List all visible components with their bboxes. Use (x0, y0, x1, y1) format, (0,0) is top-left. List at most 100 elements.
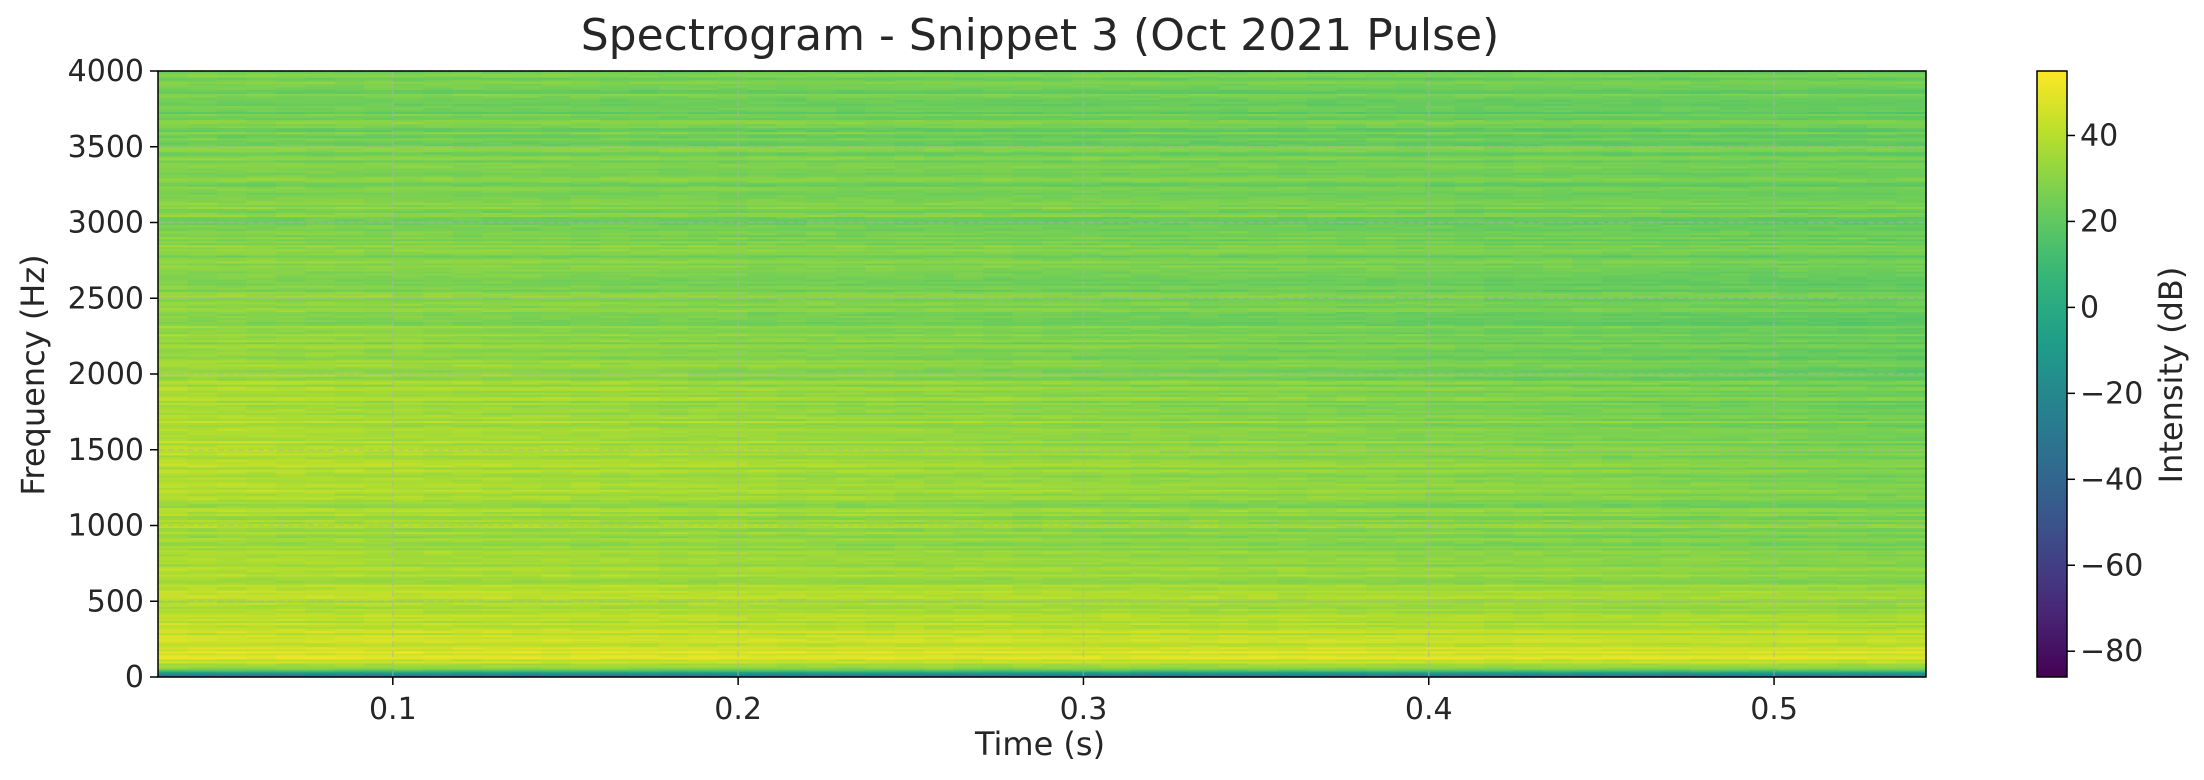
spectrogram-cell (600, 606, 631, 609)
spectrogram-cell (1572, 586, 1603, 589)
spectrogram-cell (1808, 672, 1839, 676)
spectrogram-cell (511, 642, 542, 646)
spectrogram-cell (187, 584, 218, 587)
spectrogram-cell (1012, 668, 1043, 672)
spectrogram-cell (1100, 626, 1131, 630)
spectrogram-cell (1336, 630, 1367, 634)
spectrogram-cell (1100, 646, 1131, 650)
spectrogram-cell (1454, 594, 1485, 597)
spectrogram-cell (1484, 590, 1515, 593)
spectrogram-cell (1336, 571, 1367, 575)
spectrogram-cell (1808, 652, 1839, 656)
spectrogram-cell (776, 529, 807, 533)
spectrogram-cell (541, 640, 572, 644)
spectrogram-cell (1307, 636, 1338, 640)
spectrogram-cell (1248, 515, 1279, 519)
spectrogram-cell (1130, 513, 1161, 516)
spectrogram-cell (1660, 515, 1691, 519)
spectrogram-cell (1837, 545, 1868, 549)
spectrogram-cell (158, 527, 189, 531)
spectrogram-cell (1159, 618, 1190, 622)
spectrogram-cell (1248, 612, 1279, 615)
spectrogram-cell (1778, 642, 1809, 646)
spectrogram-cell (1336, 606, 1367, 609)
spectrogram-cell (187, 614, 218, 617)
spectrogram-cell (983, 674, 1014, 677)
spectrogram-cell (482, 612, 513, 615)
spectrogram-cell (423, 594, 454, 597)
spectrogram-cell (1837, 543, 1868, 547)
spectrogram-cell (1660, 624, 1691, 628)
spectrogram-cell (1484, 654, 1515, 658)
spectrogram-cell (1837, 569, 1868, 573)
spectrogram-cell (776, 578, 807, 581)
spectrogram-cell (924, 539, 955, 543)
spectrogram-cell (1454, 638, 1485, 642)
spectrogram-cell (1071, 610, 1102, 613)
spectrogram-cell (1395, 567, 1426, 571)
spectrogram-cell (835, 642, 866, 646)
spectrogram-cell (334, 664, 365, 668)
spectrogram-cell (334, 636, 365, 640)
spectrogram-cell (865, 531, 896, 535)
spectrogram-cell (511, 652, 542, 656)
spectrogram-cell (305, 559, 336, 563)
spectrogram-cell (158, 608, 189, 611)
spectrogram-cell (1071, 652, 1102, 656)
spectrogram-cell (216, 580, 247, 583)
spectrogram-cell (334, 509, 365, 512)
spectrogram-cell (835, 646, 866, 650)
spectrogram-cell (1837, 630, 1868, 634)
spectrogram-cell (1307, 674, 1338, 677)
spectrogram-cell (865, 555, 896, 559)
spectrogram-cell (1719, 527, 1750, 531)
spectrogram-cell (1513, 632, 1544, 636)
spectrogram-cell (1896, 598, 1926, 601)
spectrogram-cell (216, 656, 247, 660)
spectrogram-cell (364, 565, 395, 569)
spectrogram-cell (187, 561, 218, 565)
spectrogram-cell (452, 612, 483, 615)
spectrogram-cell (1660, 660, 1691, 664)
spectrogram-cell (1189, 535, 1220, 539)
spectrogram-cell (1601, 541, 1632, 545)
spectrogram-cell (1277, 644, 1308, 648)
spectrogram-cell (452, 630, 483, 634)
spectrogram-cell (1130, 573, 1161, 577)
spectrogram-cell (1660, 561, 1691, 565)
spectrogram-cell (600, 551, 631, 555)
spectrogram-cell (423, 547, 454, 551)
spectrogram-cell (393, 590, 424, 593)
spectrogram-cell (1100, 612, 1131, 615)
spectrogram-cell (1601, 654, 1632, 658)
spectrogram-cell (1336, 509, 1367, 512)
spectrogram-cell (1454, 563, 1485, 567)
spectrogram-cell (1572, 537, 1603, 541)
spectrogram-cell (806, 573, 837, 577)
spectrogram-cell (1071, 573, 1102, 577)
spectrogram-cell (806, 660, 837, 664)
spectrogram-cell (1719, 563, 1750, 567)
spectrogram-cell (776, 537, 807, 541)
spectrogram-cell (1071, 644, 1102, 648)
spectrogram-cell (275, 666, 306, 670)
spectrogram-cell (1042, 596, 1073, 599)
spectrogram-cell (1690, 553, 1721, 557)
spectrogram-cell (1690, 573, 1721, 577)
spectrogram-cell (1513, 551, 1544, 555)
spectrogram-cell (1808, 654, 1839, 658)
spectrogram-cell (393, 588, 424, 591)
spectrogram-cell (1542, 547, 1573, 551)
spectrogram-cell (924, 612, 955, 615)
spectrogram-cell (629, 543, 660, 547)
spectrogram-cell (1130, 610, 1161, 613)
spectrogram-cell (1601, 612, 1632, 615)
spectrogram-cell (1042, 535, 1073, 539)
spectrogram-cell (364, 527, 395, 531)
spectrogram-cell (364, 557, 395, 561)
spectrogram-cell (1808, 533, 1839, 537)
spectrogram-cell (1336, 588, 1367, 591)
spectrogram-cell (423, 513, 454, 516)
spectrogram-cell (1778, 672, 1809, 676)
spectrogram-cell (1542, 654, 1573, 658)
